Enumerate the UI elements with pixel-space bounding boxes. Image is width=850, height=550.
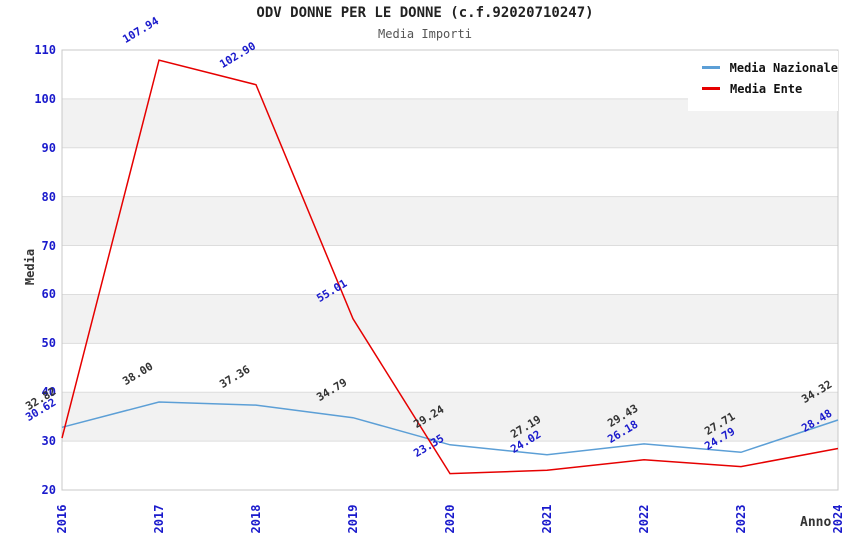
media-ente-line <box>61 59 839 475</box>
x-axis-title: Anno <box>800 515 832 530</box>
x-tick-label: 2024 <box>831 504 845 534</box>
media-nazionale-line-swatch <box>702 66 720 69</box>
legend-label: Media Ente <box>730 81 803 96</box>
y-tick-label: 90 <box>41 140 56 155</box>
y-tick-label: 40 <box>41 385 56 400</box>
x-tick-label: 2017 <box>152 504 166 534</box>
x-tick-label: 2020 <box>443 504 457 534</box>
y-tick-label: 80 <box>41 189 56 204</box>
y-tick-label: 60 <box>41 287 56 302</box>
band <box>62 294 838 344</box>
y-tick-label: 20 <box>41 483 56 497</box>
band <box>62 392 838 442</box>
x-tick-label: 2022 <box>637 504 651 534</box>
x-tick-label: 2019 <box>346 504 360 534</box>
y-tick-label: 30 <box>41 434 56 449</box>
y-tick-label: 110 <box>34 43 56 57</box>
plot-border <box>61 49 839 491</box>
legend-item-media-nazionale: Media Nazionale <box>688 57 838 78</box>
chart-title: ODV DONNE PER LE DONNE (c.f.92020710247) <box>256 5 594 21</box>
legend: Media Nazionale Media Ente <box>688 51 838 111</box>
x-tick-label: 2016 <box>55 504 69 534</box>
x-tick-label: 2018 <box>249 504 263 534</box>
media-nazionale-line <box>61 401 839 456</box>
media-ente-line-swatch <box>702 87 720 90</box>
x-tick-label: 2021 <box>540 504 554 534</box>
y-tick-label: 100 <box>34 91 56 106</box>
chart-subtitle: Media Importi <box>378 27 472 41</box>
y-tick-label: 50 <box>41 336 56 351</box>
legend-label: Media Nazionale <box>729 60 838 75</box>
band <box>62 196 838 246</box>
y-axis-title: Media <box>23 248 37 286</box>
legend-item-media-ente: Media Ente <box>688 78 838 99</box>
x-tick-label: 2023 <box>734 504 748 534</box>
y-tick-label: 70 <box>41 238 56 253</box>
